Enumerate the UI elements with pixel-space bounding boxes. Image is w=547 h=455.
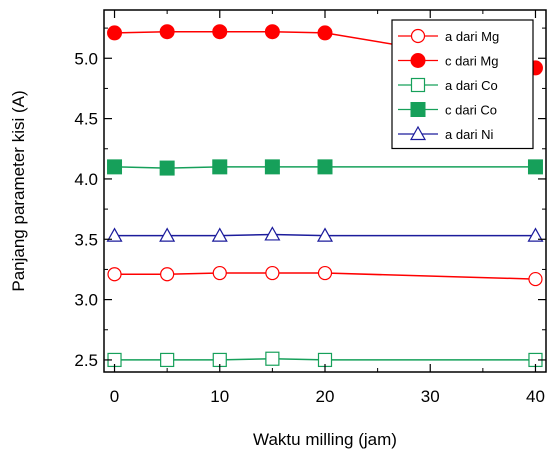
legend-item: a dari Co — [398, 77, 498, 93]
data-point-series-4 — [211, 227, 228, 242]
y-tick-label: 4.0 — [74, 170, 98, 189]
data-point-series-4 — [264, 226, 281, 241]
data-point-series-2 — [265, 351, 280, 366]
data-point-legend — [410, 53, 426, 68]
data-point-series-1 — [264, 24, 280, 40]
tick-labels: 0 10 20 30 40 2.5 3.0 3.5 4.0 4.5 5.0 — [74, 49, 545, 406]
data-point-series-0 — [317, 265, 333, 281]
plot-content — [106, 24, 544, 368]
y-tick-label: 4.5 — [74, 110, 98, 129]
axis-ticks — [104, 10, 546, 372]
data-point-series-3 — [527, 159, 543, 175]
data-point-legend — [410, 102, 426, 117]
series-line — [114, 357, 536, 361]
x-tick-label: 30 — [421, 387, 440, 406]
legend: a dari Mg c dari Mg a dari Co c dari Co a da… — [391, 19, 534, 150]
x-axis-title: Waktu milling (jam) — [253, 430, 397, 449]
data-point-series-1 — [317, 25, 333, 41]
data-point-series-3 — [159, 160, 175, 176]
data-point-series-1 — [107, 25, 123, 41]
legend-item: a dari Mg — [398, 28, 499, 44]
data-point-series-3 — [264, 159, 280, 175]
data-point-legend — [410, 28, 426, 44]
legend-item: a dari Ni — [398, 125, 494, 142]
data-point-series-4 — [106, 227, 123, 242]
data-point-series-4 — [316, 227, 334, 242]
x-tick-label: 0 — [110, 387, 119, 406]
data-point-series-0 — [107, 267, 122, 282]
data-point-series-3 — [212, 159, 228, 175]
data-point-series-0 — [265, 265, 280, 281]
data-point-series-0 — [528, 271, 543, 287]
legend-label: c dari Mg — [445, 54, 498, 69]
legend-label: c dari Co — [445, 103, 497, 118]
data-point-legend — [409, 125, 427, 141]
data-point-series-3 — [107, 159, 123, 175]
series-3 — [107, 159, 543, 176]
y-axis-title: Panjang parameter kisi (A) — [9, 90, 28, 291]
data-point-series-3 — [317, 159, 333, 175]
series-line — [114, 272, 536, 280]
data-point-legend — [410, 77, 426, 93]
legend-item: c dari Co — [398, 102, 497, 118]
data-point-series-1 — [212, 24, 228, 40]
y-tick-label: 3.5 — [74, 230, 98, 249]
x-tick-label: 20 — [316, 387, 335, 406]
legend-label: a dari Ni — [445, 127, 494, 142]
x-tick-label: 40 — [526, 387, 545, 406]
series-4 — [106, 226, 544, 242]
series-line — [114, 233, 536, 237]
data-point-series-0 — [160, 267, 175, 282]
data-point-series-4 — [159, 227, 176, 242]
series-line — [114, 166, 536, 169]
data-point-series-1 — [159, 24, 175, 40]
data-point-series-2 — [160, 352, 175, 368]
series-0 — [107, 265, 543, 287]
series-1 — [107, 24, 543, 76]
series-line — [114, 30, 536, 69]
data-point-series-4 — [527, 227, 544, 242]
data-point-series-0 — [212, 265, 227, 281]
legend-label: a dari Co — [445, 78, 498, 93]
y-tick-label: 2.5 — [74, 351, 98, 370]
legend-label: a dari Mg — [445, 29, 499, 44]
y-tick-label: 5.0 — [74, 49, 98, 68]
y-tick-label: 3.0 — [74, 291, 98, 310]
legend-item: c dari Mg — [398, 53, 498, 69]
x-tick-label: 10 — [210, 387, 229, 406]
